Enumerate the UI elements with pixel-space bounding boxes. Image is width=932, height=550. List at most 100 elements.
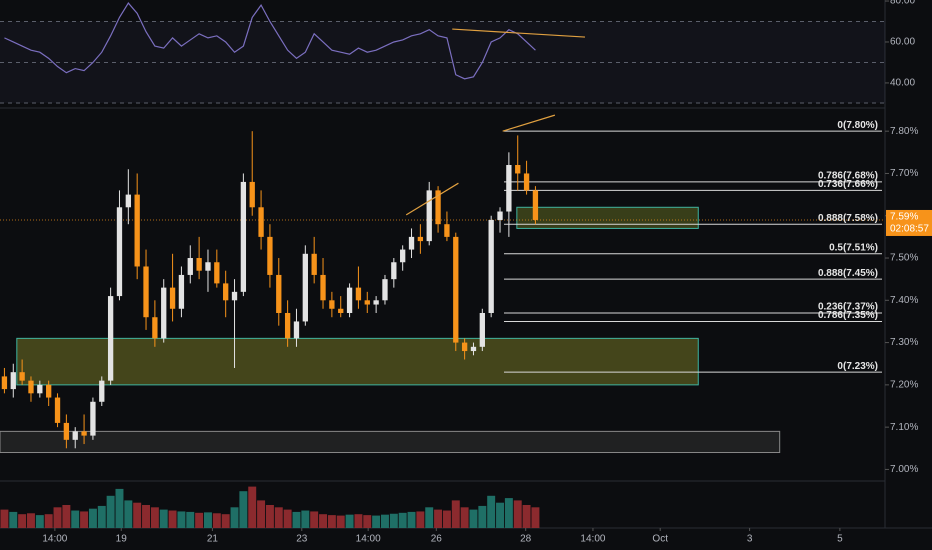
candle-body	[311, 253, 317, 275]
candle-body	[214, 262, 220, 284]
volume-bar	[363, 515, 372, 528]
volume-bar	[168, 510, 177, 528]
candle-body	[81, 431, 87, 436]
candle-body	[99, 380, 105, 402]
volume-bar	[248, 486, 257, 528]
volume-bar	[451, 500, 460, 528]
candle-body	[532, 190, 539, 220]
volume-bar	[407, 511, 416, 528]
volume-bar	[26, 513, 35, 528]
y-tick-label: 7.50%	[890, 253, 918, 264]
candle-body	[470, 346, 477, 352]
y-tick-label: 7.10%	[890, 422, 918, 433]
x-tick-label: 3	[747, 534, 753, 545]
candle-body	[223, 283, 229, 301]
volume-bar	[71, 510, 80, 528]
candle-body	[187, 258, 193, 275]
volume-bar	[442, 510, 451, 528]
volume-bar	[177, 511, 186, 528]
candle-body	[417, 236, 424, 242]
rsi-tick-label: 60.00	[890, 37, 915, 48]
x-tick-label: 14:00	[42, 534, 67, 545]
x-tick-label: 19	[116, 534, 128, 545]
candle-body	[240, 181, 247, 292]
volume-bar	[186, 511, 195, 528]
candle-body	[320, 274, 326, 301]
volume-bar	[372, 515, 381, 528]
current-price-label: 7.59%	[890, 212, 918, 223]
candle-body	[382, 279, 388, 301]
fib-label: 0.786(7.68%)	[818, 171, 878, 182]
volume-bar	[416, 511, 425, 528]
trendline	[405, 182, 459, 216]
volume-bar	[389, 513, 398, 528]
volume-bar	[336, 515, 345, 528]
y-tick-label: 7.70%	[890, 168, 918, 179]
candle-body	[178, 274, 185, 309]
x-tick-label: 5	[837, 534, 843, 545]
candle-body	[46, 384, 52, 398]
candle-body	[284, 312, 291, 339]
volume-bar	[460, 507, 469, 528]
candle-body	[125, 194, 131, 208]
volume-bar	[380, 514, 389, 528]
x-tick-label: 28	[520, 534, 532, 545]
volume-bar	[142, 505, 151, 528]
candle-body	[19, 372, 25, 381]
candle-body	[267, 236, 273, 275]
candle-body	[293, 321, 300, 339]
candle-body	[302, 253, 308, 322]
volume-bar	[327, 515, 336, 528]
x-tick-label: 14:00	[580, 534, 605, 545]
trendline	[502, 114, 556, 132]
x-tick-label: 23	[296, 534, 308, 545]
candle-body	[488, 219, 494, 313]
candle-body	[338, 308, 344, 313]
y-tick-label: 7.30%	[890, 337, 918, 348]
volume-bar	[257, 500, 266, 528]
candle-body	[205, 262, 211, 271]
volume-bar	[203, 512, 212, 528]
volume-bar	[319, 514, 328, 528]
candle-body	[169, 287, 176, 309]
volume-bar	[239, 491, 248, 528]
fib-label: 0(7.23%)	[837, 361, 878, 372]
x-tick-label: Oct	[652, 534, 668, 545]
volume-bar	[531, 507, 540, 528]
volume-bar	[88, 508, 97, 528]
candle-body	[444, 224, 450, 237]
candle-body	[196, 258, 202, 271]
candle-body	[461, 342, 468, 352]
volume-bar	[310, 511, 319, 528]
zone	[516, 206, 699, 229]
candle-body	[161, 287, 167, 339]
fib-label: 0(7.80%)	[837, 120, 878, 131]
candle-body	[453, 236, 459, 343]
y-tick-label: 7.80%	[890, 126, 918, 137]
volume-bar	[274, 507, 283, 528]
candle-body	[258, 207, 264, 237]
rsi-trendline	[452, 28, 586, 38]
fib-label: 0.888(7.58%)	[818, 213, 878, 224]
volume-bar	[283, 509, 292, 528]
candle-body	[373, 300, 379, 305]
y-tick-label: 7.40%	[890, 295, 918, 306]
candle-body	[435, 190, 441, 225]
candle-body	[90, 401, 96, 436]
candle-body	[10, 372, 16, 390]
y-tick-label: 7.20%	[890, 380, 918, 391]
y-tick-label: 7.00%	[890, 464, 918, 475]
candle-body	[408, 236, 415, 250]
volume-bar	[522, 505, 531, 528]
volume-bar	[230, 507, 239, 528]
rsi-tick-label: 40.00	[890, 78, 915, 89]
candle-body	[143, 266, 149, 318]
volume-bar	[265, 505, 274, 528]
x-tick-label: 21	[207, 534, 219, 545]
candle-body	[391, 262, 397, 280]
candle-body	[152, 317, 158, 339]
volume-bar	[159, 509, 168, 528]
volume-bar	[106, 495, 115, 528]
volume-bar	[80, 511, 89, 528]
